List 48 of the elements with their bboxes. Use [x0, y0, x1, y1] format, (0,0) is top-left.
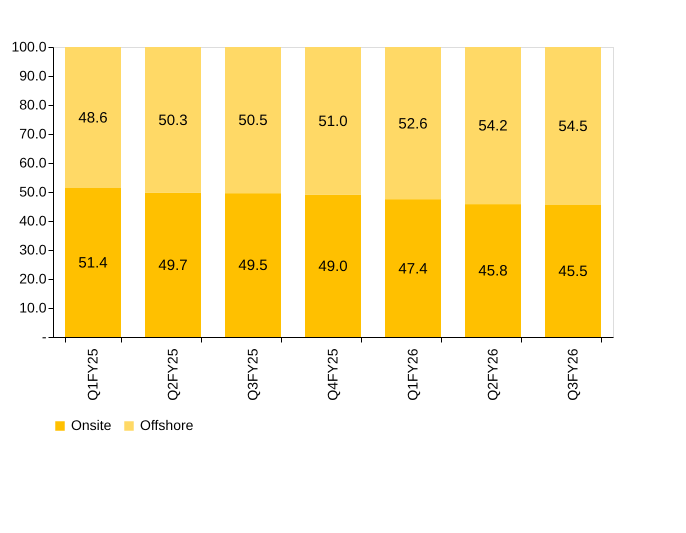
x-tick-label: Q1FY25	[84, 348, 100, 401]
bar	[65, 188, 121, 337]
x-tick-label: Q2FY26	[484, 348, 500, 401]
x-tick-label: Q4FY25	[324, 348, 340, 401]
legend-label: Onsite	[71, 417, 112, 433]
bar	[385, 200, 441, 337]
data-label: 52.6	[398, 115, 428, 132]
y-tick-label: 80.0	[19, 96, 47, 112]
bar	[305, 47, 361, 195]
bar	[65, 47, 121, 188]
y-tick-label: 40.0	[19, 212, 47, 228]
y-tick-label: 70.0	[19, 126, 47, 142]
y-tick-label: 90.0	[19, 68, 47, 84]
y-tick-label: 10.0	[19, 300, 47, 316]
bar	[545, 205, 601, 337]
data-label: 50.3	[158, 112, 188, 129]
bar	[465, 47, 521, 204]
bar	[225, 193, 281, 337]
x-tick-label: Q3FY25	[244, 348, 260, 401]
bar	[385, 47, 441, 200]
bar	[305, 194, 361, 337]
bar	[225, 47, 281, 194]
y-tick-label: 60.0	[19, 154, 47, 170]
data-label: 51.0	[318, 112, 348, 130]
x-tick-label: Q1FY26	[404, 348, 420, 401]
y-tick-label: 100.0	[11, 38, 47, 54]
data-label: 49.0	[318, 258, 348, 275]
bar	[145, 192, 201, 337]
data-label: 54.2	[478, 118, 508, 135]
x-tick-label: Q3FY26	[564, 348, 580, 401]
y-tick-label: -	[42, 328, 47, 344]
data-label: 45.8	[478, 262, 508, 280]
data-label: 49.5	[238, 257, 268, 274]
data-label: 51.4	[78, 254, 108, 272]
data-label: 45.5	[558, 263, 588, 280]
y-tick-label: 30.0	[19, 242, 47, 258]
data-label: 49.7	[158, 256, 188, 274]
data-label: 48.6	[78, 109, 108, 126]
y-tick-label: 50.0	[19, 184, 47, 200]
data-label: 47.4	[398, 260, 428, 278]
legend-label: Offshore	[140, 417, 194, 433]
x-tick-label: Q2FY25	[164, 348, 180, 401]
data-label: 50.5	[238, 112, 268, 130]
bar	[145, 47, 201, 193]
bar	[545, 47, 601, 206]
data-label: 54.5	[558, 118, 588, 136]
bar	[465, 204, 521, 337]
y-tick-label: 20.0	[19, 270, 47, 286]
